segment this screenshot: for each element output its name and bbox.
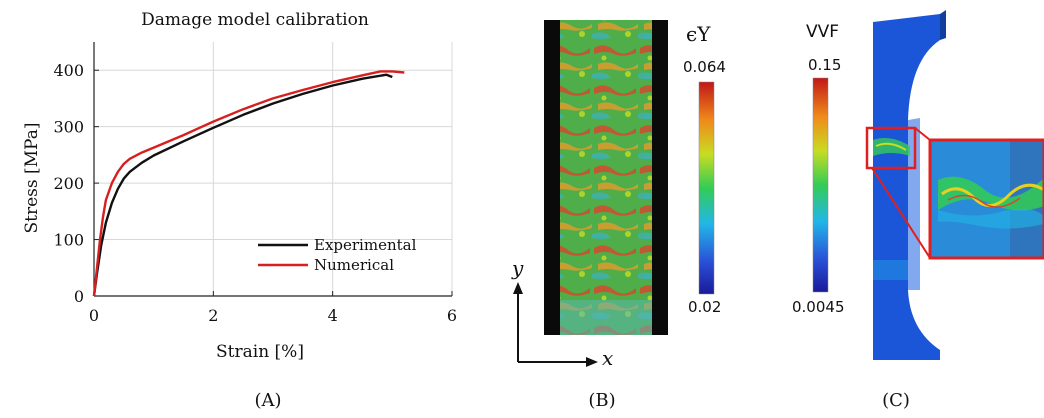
- stress-strain-chart: 0 2 4 6 0 100 200 300 400 Experimental Numerical: [53, 42, 457, 325]
- y-tick-label: 300: [53, 118, 84, 137]
- axis-y-indicator-label: y: [512, 256, 524, 280]
- y-tick-label: 100: [53, 231, 84, 250]
- panel-c-specimen: [812, 10, 1044, 360]
- series-line-experimental: [92, 73, 393, 297]
- strain-field: [560, 20, 652, 335]
- x-axis-label: Strain [%]: [216, 342, 304, 362]
- x-tick-label: 4: [328, 306, 338, 325]
- strain-field-bottom: [560, 300, 652, 335]
- zoom-inset: [928, 138, 1044, 260]
- chart-series: [92, 70, 405, 297]
- x-tick-label: 0: [89, 306, 99, 325]
- xy-axes-indicator: [513, 282, 598, 367]
- vvf-colorbar-title: VVF: [806, 22, 840, 42]
- y-tick-label: 400: [53, 61, 84, 80]
- zoom-region: [865, 126, 917, 170]
- x-tick-label: 2: [208, 306, 218, 325]
- panel-b-strain-map: [513, 20, 715, 367]
- vvf-colorbar: [812, 77, 829, 293]
- legend-label-numerical: Numerical: [314, 256, 394, 274]
- vvf-colorbar-max: 0.15: [808, 56, 842, 74]
- epsilon-colorbar-max: 0.064: [683, 58, 726, 76]
- specimen-body: [873, 14, 940, 360]
- y-tick-label: 200: [53, 174, 84, 193]
- epsilon-colorbar-title: ϵY: [686, 22, 711, 46]
- axis-x-indicator-label: x: [602, 346, 614, 370]
- chart-axes: [93, 42, 452, 297]
- panel-label-c: (C): [882, 390, 910, 411]
- series-line-numerical: [92, 70, 405, 297]
- epsilon-colorbar-min: 0.02: [688, 298, 722, 316]
- x-tick-label: 6: [447, 306, 457, 325]
- y-tick-label: 0: [74, 287, 84, 306]
- legend-label-experimental: Experimental: [314, 236, 417, 254]
- chart-title: Damage model calibration: [141, 10, 369, 30]
- chart-grid: [94, 42, 453, 296]
- chart-ticks: 0 2 4 6 0 100 200 300 400: [53, 61, 457, 325]
- chart-legend: Experimental Numerical: [258, 236, 417, 274]
- panel-label-a: (A): [254, 390, 282, 411]
- panel-label-b: (B): [588, 390, 616, 411]
- vvf-colorbar-min: 0.0045: [792, 298, 845, 316]
- epsilon-colorbar: [698, 81, 715, 295]
